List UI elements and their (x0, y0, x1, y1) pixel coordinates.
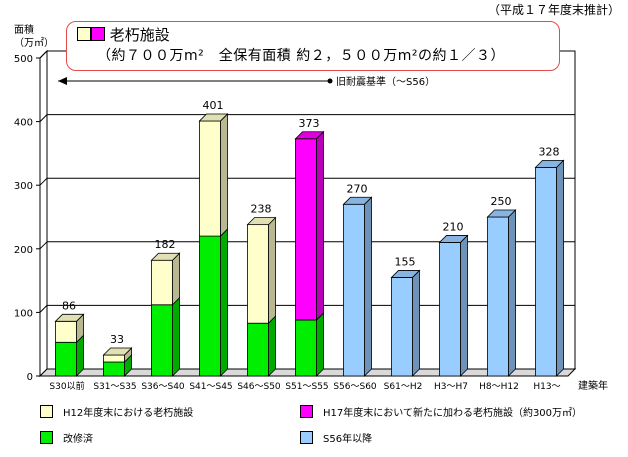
bar-value-label: 270 (347, 182, 368, 195)
bar-value-label: 182 (155, 238, 176, 251)
bar-top (102, 347, 133, 356)
bar-segment (535, 166, 557, 377)
legend-swatch-old (40, 405, 53, 418)
y-tick-label: 100 (14, 308, 33, 319)
x-tick-label: S46～S50 (237, 382, 281, 392)
bar-segment-side (364, 196, 372, 377)
legend-item-old: H12年度末における老朽施設 (40, 405, 193, 421)
bar-value-label: 238 (251, 203, 272, 216)
legend-label-old: H12年度末における老朽施設 (63, 408, 194, 419)
header-note: （平成１７年度末推計） (487, 3, 620, 17)
annotation-box: 老朽施設 （約７００万m² 全保有面積 約２，５００万m²の約１／３） (66, 21, 560, 71)
bar-top (534, 159, 565, 168)
bar-segment (295, 319, 317, 377)
legend-item-new: H17年度末において新たに加わる老朽施設（約300万㎡） (300, 405, 582, 421)
bar-segment (55, 320, 77, 343)
bar-segment-side (268, 216, 276, 325)
x-tick-label: S31～S35 (93, 382, 136, 392)
bar-segment (151, 259, 173, 306)
bar-top (246, 217, 277, 226)
bar-segment-side (220, 112, 228, 238)
bar-segment (487, 216, 509, 377)
bar-segment (55, 341, 77, 377)
bar-segment-side (316, 312, 324, 377)
legend-item-renovated: 改修済 (40, 431, 93, 447)
bar-top (294, 131, 325, 140)
bar-top (438, 235, 469, 243)
x-tick-label: S61～H2 (384, 382, 423, 392)
bar-value-label: 210 (443, 220, 464, 233)
bar-segment-side (508, 209, 516, 377)
x-tick-label: S41～S45 (189, 382, 232, 392)
bar-segment (151, 304, 173, 377)
legend-swatch-post-s56 (300, 431, 313, 444)
bar-value-label: 86 (62, 299, 76, 312)
bar-top (150, 252, 181, 261)
bar-value-label: 155 (395, 255, 416, 268)
bar-top (54, 313, 85, 322)
legend-swatch-new (300, 405, 313, 418)
bar-top (342, 196, 373, 205)
arrow-left-icon (58, 77, 67, 85)
bar-segment (103, 361, 125, 377)
arrow-end-dot-icon (327, 78, 333, 84)
bar-segment (247, 224, 269, 324)
bar-segment-side (460, 234, 468, 377)
bar-top (390, 270, 421, 278)
bar-top (198, 113, 229, 122)
y-axis-label: 面積 （万㎡） (14, 25, 54, 49)
bar-segment-side (220, 228, 228, 377)
bar-segment-side (172, 296, 180, 377)
bar-segment (343, 203, 365, 377)
legend-label-post-s56: S56年以降 (323, 434, 373, 445)
bar-top (486, 209, 517, 218)
annotation-title: 老朽施設 (109, 26, 170, 44)
bar-segment (295, 138, 317, 321)
old-standard-label: 旧耐震基準（～S56） (336, 75, 435, 88)
annotation-detail: （約７００万m² 全保有面積 約２，５００万m²の約１／３） (97, 48, 505, 64)
plot-side-wall (39, 49, 48, 378)
bar-segment-side (316, 130, 324, 321)
gridline-side (39, 50, 48, 59)
legend-label-new: H17年度末において新たに加わる老朽施設（約300万㎡） (323, 408, 583, 419)
gridline-side (39, 241, 48, 250)
bar-value-label: 401 (203, 99, 224, 112)
x-tick-label: S36～S40 (141, 382, 185, 392)
bar-segment-side (268, 315, 276, 377)
bar-segment (439, 242, 461, 377)
bar-value-label: 250 (491, 195, 512, 208)
gridline-side (39, 177, 48, 186)
swatch-icon-new (91, 27, 105, 41)
bar-segment-side (556, 159, 564, 377)
y-tick-label: 300 (14, 181, 33, 192)
legend-label-renovated: 改修済 (63, 434, 93, 445)
bar-value-label: 373 (299, 117, 320, 130)
x-tick-label: S51～S55 (285, 382, 328, 392)
y-tick-label: 200 (14, 245, 33, 256)
legend-swatch-renovated (40, 431, 53, 444)
legend-item-post-s56: S56年以降 (300, 431, 372, 447)
swatch-icon-old (77, 27, 91, 41)
x-tick-label: S30以前 (49, 380, 84, 392)
y-tick-label: 0 (27, 372, 33, 383)
bar-value-label: 33 (110, 333, 124, 346)
x-tick-label: H3～H7 (434, 382, 468, 392)
bar-segment-side (412, 269, 420, 377)
x-tick-label: H13～ (533, 382, 560, 392)
bar-segment (247, 322, 269, 377)
gridline-side (39, 305, 48, 313)
x-axis-title: 建築年 (578, 381, 608, 392)
bar-segment (199, 235, 221, 377)
y-tick-label: 400 (14, 118, 33, 129)
bar-segment (199, 120, 221, 237)
bar-segment (103, 354, 125, 363)
x-tick-label: H8～H12 (479, 382, 519, 392)
bar-value-label: 328 (539, 145, 560, 158)
y-tick-label: 500 (14, 54, 33, 65)
bar-segment (391, 277, 413, 377)
bar-segment-side (172, 252, 180, 306)
x-tick-label: S56～S60 (333, 382, 377, 392)
gridline-side (39, 114, 48, 122)
